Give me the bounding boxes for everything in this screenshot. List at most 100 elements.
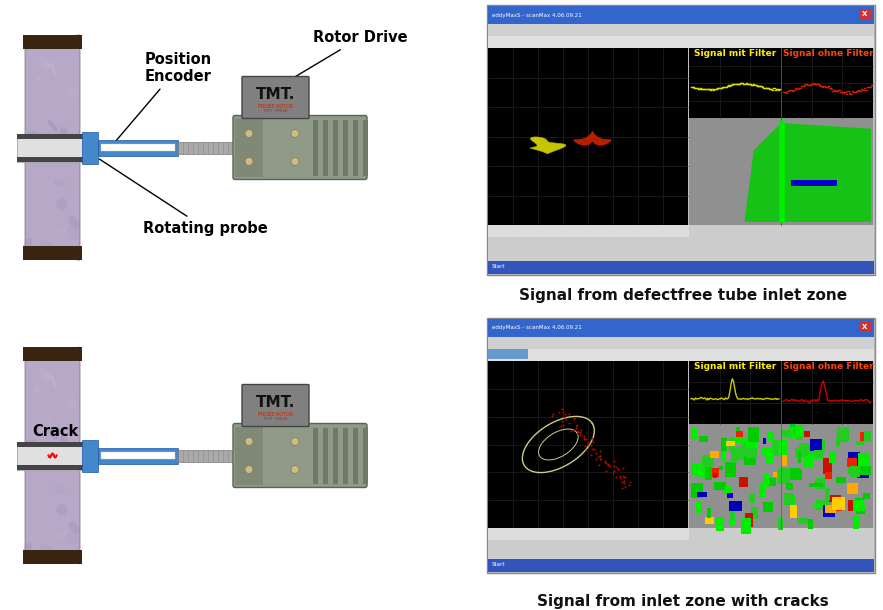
Point	[556, 412, 570, 422]
Point	[585, 450, 599, 460]
Bar	[689, 118, 873, 225]
Bar	[745, 448, 757, 458]
Point	[574, 425, 588, 435]
Text: Signal ohne Filter: Signal ohne Filter	[783, 49, 873, 58]
Text: TMT.: TMT.	[256, 87, 295, 102]
Bar	[487, 318, 875, 573]
Point	[546, 409, 560, 419]
Bar	[488, 528, 874, 572]
Point	[545, 411, 559, 421]
Point	[570, 428, 585, 437]
Point	[601, 459, 615, 468]
Bar	[853, 500, 864, 511]
Bar	[810, 439, 822, 451]
Bar	[815, 478, 826, 489]
Polygon shape	[531, 137, 566, 154]
Bar	[790, 468, 799, 475]
FancyBboxPatch shape	[233, 115, 367, 179]
Point	[600, 461, 615, 470]
Bar	[766, 448, 774, 463]
Bar	[17, 464, 88, 470]
Ellipse shape	[39, 240, 52, 251]
Bar	[816, 500, 828, 510]
Bar	[849, 462, 854, 472]
Point	[555, 416, 569, 426]
Point	[622, 479, 636, 489]
Text: Crack: Crack	[32, 425, 79, 456]
Bar	[796, 428, 803, 440]
Bar	[764, 478, 776, 486]
Bar	[857, 509, 865, 514]
Bar	[17, 157, 88, 162]
Point	[617, 472, 631, 482]
Ellipse shape	[48, 120, 57, 131]
Bar	[488, 24, 874, 36]
Bar	[691, 463, 701, 475]
Bar	[763, 502, 773, 512]
Point	[571, 426, 585, 436]
Circle shape	[291, 129, 299, 137]
Point	[592, 451, 607, 461]
Bar	[178, 450, 238, 462]
Bar	[814, 503, 820, 508]
Bar	[488, 528, 689, 540]
Bar	[17, 134, 88, 138]
Bar	[17, 442, 88, 470]
Ellipse shape	[34, 145, 39, 157]
Bar	[353, 428, 358, 484]
Bar	[101, 144, 175, 151]
Bar	[832, 497, 845, 511]
Bar	[790, 505, 796, 518]
Text: X: X	[863, 11, 868, 17]
Text: eddyMaxS - scanMax 4.06.09.21: eddyMaxS - scanMax 4.06.09.21	[492, 326, 582, 331]
Ellipse shape	[39, 56, 50, 72]
Text: Signal ohne Filter: Signal ohne Filter	[783, 362, 873, 371]
Bar	[823, 458, 833, 474]
Bar	[848, 458, 857, 467]
Bar	[101, 452, 175, 459]
Point	[570, 420, 585, 430]
Ellipse shape	[48, 429, 57, 440]
Bar	[23, 347, 82, 361]
Point	[562, 418, 576, 428]
Bar	[713, 473, 717, 478]
Bar	[859, 9, 871, 19]
Bar	[781, 430, 791, 437]
Bar	[734, 502, 740, 510]
Bar	[814, 450, 823, 458]
Point	[616, 472, 630, 481]
Point	[606, 468, 620, 478]
Bar	[17, 442, 88, 447]
FancyBboxPatch shape	[242, 76, 309, 118]
Bar	[832, 506, 840, 512]
Bar	[825, 488, 830, 500]
Bar	[800, 450, 808, 458]
Bar	[363, 428, 368, 484]
Ellipse shape	[23, 542, 32, 553]
Ellipse shape	[56, 226, 66, 235]
Bar	[830, 455, 836, 459]
Point	[556, 420, 570, 429]
Point	[617, 472, 631, 482]
Text: PROBE ROTOR: PROBE ROTOR	[258, 104, 293, 109]
Bar	[829, 452, 835, 463]
Point	[589, 448, 603, 458]
Bar	[702, 455, 713, 467]
Bar	[323, 428, 328, 484]
Circle shape	[245, 157, 253, 165]
Point	[577, 431, 592, 440]
Ellipse shape	[57, 504, 68, 516]
Bar	[836, 477, 846, 483]
Circle shape	[245, 437, 253, 445]
Bar	[728, 439, 736, 451]
Bar	[847, 483, 858, 494]
Ellipse shape	[50, 62, 57, 77]
Bar	[699, 436, 707, 442]
Bar	[488, 225, 874, 274]
Point	[608, 473, 623, 483]
Bar	[733, 437, 745, 443]
Bar	[313, 428, 318, 484]
Point	[581, 438, 595, 448]
Ellipse shape	[66, 88, 77, 98]
Text: ROT  DRIVE: ROT DRIVE	[264, 109, 287, 113]
